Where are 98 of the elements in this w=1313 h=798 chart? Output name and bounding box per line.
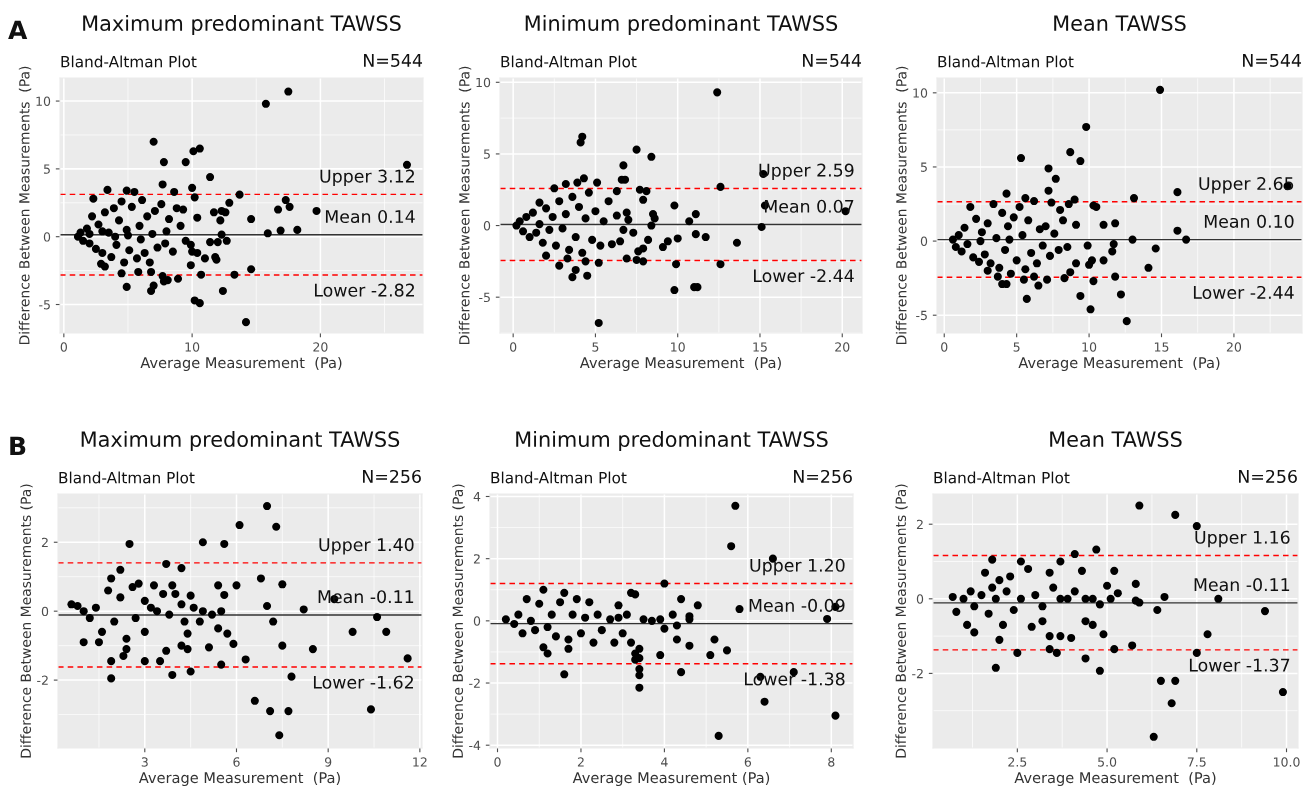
- chart-title: Maximum predominant TAWSS: [81, 430, 400, 452]
- chart-title: Minimum predominant TAWSS: [516, 430, 828, 452]
- x-tick-label: 0: [494, 757, 501, 767]
- ref-line-label: Lower -2.44: [754, 269, 854, 283]
- x-tick-label: 6: [744, 757, 752, 767]
- y-axis-title: Difference Between Measurements (Pa): [20, 484, 33, 758]
- text: B: [10, 436, 26, 455]
- x-tick-label: 8: [828, 757, 835, 767]
- text: N=256: [1239, 469, 1297, 484]
- chart-title: Maximum predominant TAWSS: [83, 14, 401, 36]
- x-axis-title: Average Measurement (Pa): [579, 356, 781, 372]
- x-tick-label: 9: [324, 757, 332, 767]
- y-tick-label: 0: [916, 594, 924, 604]
- y-tick-label: 2: [473, 554, 480, 564]
- text: N=544: [364, 54, 423, 67]
- x-tick-label: 7.5: [1187, 757, 1206, 767]
- y-axis-title: Difference Between Measurements (Pa): [895, 66, 909, 345]
- chart-subtitle: Bland-Altman Plot: [59, 471, 195, 484]
- x-tick-label: 4: [661, 757, 668, 767]
- text: N=544: [803, 54, 862, 67]
- ref-line-label: Lower -2.44: [1193, 285, 1294, 300]
- y-tick-label: -2: [469, 678, 480, 688]
- y-tick-label: 0: [473, 616, 481, 626]
- chart-subtitle: Bland-Altman Plot: [938, 55, 1074, 68]
- y-tick-label: 0: [483, 221, 491, 231]
- x-tick-label: 2: [577, 757, 584, 767]
- y-axis-title: Difference Between Measurements (Pa): [18, 66, 32, 345]
- text: A: [8, 20, 28, 39]
- ref-line-label: Upper 1.40: [319, 538, 414, 555]
- y-tick-label: -4: [469, 740, 481, 750]
- y-tick-label: 4: [473, 492, 481, 502]
- ref-line-label: Mean 0.07: [764, 199, 854, 213]
- ref-line-label: Mean -0.09: [749, 598, 845, 612]
- y-tick-label: -2: [912, 668, 923, 679]
- text: N=256: [794, 469, 852, 484]
- y-tick-label: 0: [43, 232, 51, 242]
- y-tick-label: 5: [920, 162, 927, 172]
- x-tick-label: 5: [1013, 342, 1020, 352]
- chart-subtitle: Bland-Altman Plot: [934, 471, 1070, 484]
- y-tick-label: -2: [37, 675, 48, 685]
- x-tick-label: 10: [671, 342, 685, 352]
- ref-line-label: Upper 1.16: [1195, 530, 1290, 548]
- ref-line-label: Lower -1.37: [1189, 658, 1290, 672]
- x-tick-label: 15: [753, 342, 767, 352]
- y-axis-title: Difference Between Measurements (Pa): [895, 484, 908, 758]
- ref-line-label: Mean 0.14: [325, 209, 415, 224]
- y-tick-label: 0: [41, 606, 49, 617]
- ref-line-label: Upper 2.59: [759, 163, 854, 181]
- x-tick-label: 5: [592, 342, 599, 352]
- chart-title: Mean TAWSS: [1050, 431, 1182, 448]
- ref-line-label: Mean -0.11: [318, 590, 414, 604]
- y-tick-label: 0: [920, 236, 928, 247]
- y-tick-label: 10: [476, 77, 491, 88]
- text: N=544: [1243, 54, 1302, 67]
- ref-line-label: Lower -1.38: [745, 672, 845, 686]
- x-tick-label: 0: [941, 342, 948, 352]
- y-tick-label: 5: [43, 164, 50, 174]
- chart-subtitle: Bland-Altman Plot: [491, 471, 627, 484]
- x-tick-label: 10: [185, 342, 200, 352]
- ref-line-label: Mean -0.11: [1194, 578, 1290, 592]
- y-axis-title: Difference Between Measurements (Pa): [458, 66, 472, 345]
- x-axis-title: Average Measurement (Pa): [1014, 771, 1216, 787]
- x-tick-label: 3: [141, 757, 148, 767]
- y-tick-label: -5: [479, 292, 490, 303]
- x-tick-label: 0: [510, 342, 517, 352]
- y-tick-label: 5: [483, 149, 490, 159]
- x-tick-label: 20: [1226, 342, 1242, 352]
- x-tick-label: 20: [313, 342, 328, 352]
- x-tick-label: 20: [835, 342, 850, 352]
- y-tick-label: 10: [36, 96, 51, 106]
- text: N=256: [363, 469, 421, 484]
- x-tick-label: 10.0: [1273, 757, 1300, 767]
- x-tick-label: 2.5: [1008, 757, 1027, 767]
- x-axis-title: Average Measurement (Pa): [572, 771, 770, 787]
- x-tick-label: 5.0: [1098, 757, 1117, 767]
- x-axis-title: Average Measurement (Pa): [140, 356, 342, 372]
- y-tick-label: 2: [916, 519, 923, 529]
- x-axis-title: Average Measurement (Pa): [1018, 356, 1220, 372]
- ref-line-label: Lower -2.82: [315, 283, 414, 297]
- ref-line-label: Mean 0.10: [1204, 214, 1294, 228]
- chart-title: Mean TAWSS: [1054, 15, 1186, 32]
- x-tick-label: 6: [233, 757, 240, 767]
- y-tick-label: 10: [913, 88, 928, 98]
- y-tick-label: -5: [916, 310, 927, 321]
- ref-line-label: Lower -1.62: [313, 675, 413, 689]
- chart-title: Minimum predominant TAWSS: [525, 14, 838, 36]
- ref-line-label: Upper 3.12: [320, 169, 414, 187]
- y-tick-label: -5: [39, 300, 50, 310]
- chart-subtitle: Bland-Altman Plot: [501, 55, 637, 68]
- ref-line-label: Upper 1.20: [750, 558, 845, 576]
- y-tick-label: 2: [41, 537, 48, 547]
- x-axis-title: Average Measurement (Pa): [138, 771, 340, 787]
- x-tick-label: 10: [1082, 342, 1097, 352]
- x-tick-label: 0: [60, 342, 67, 352]
- y-axis-title: Difference Between Measurements (Pa): [452, 484, 465, 758]
- chart-subtitle: Bland-Altman Plot: [61, 55, 197, 68]
- x-tick-label: 15: [1154, 342, 1169, 352]
- x-tick-label: 12: [413, 757, 427, 767]
